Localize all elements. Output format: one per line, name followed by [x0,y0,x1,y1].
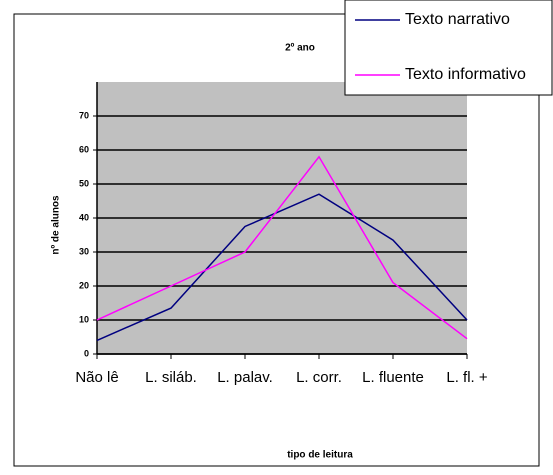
y-tick-label: 70 [79,110,89,120]
y-tick-label: 10 [79,314,89,324]
y-tick-label: 60 [79,144,89,154]
x-tick-label: L. siláb. [145,369,197,386]
x-tick-label: L. fl. + [446,369,488,386]
legend-label: Texto informativo [405,66,526,83]
y-tick-label: 50 [79,178,89,188]
x-axis-label: tipo de leitura [287,450,353,461]
chart-title: 2º ano [285,43,315,54]
y-tick-label: 20 [79,280,89,290]
legend-label: Texto narrativo [405,11,510,28]
y-tick-label: 40 [79,212,89,222]
legend-box [344,0,553,96]
x-tick-label: Não lê [75,369,118,386]
x-tick-label: L. palav. [217,369,273,386]
x-tick-label: L. corr. [296,369,342,386]
y-axis-label: nº de alunos [51,195,62,255]
y-tick-label: 0 [84,348,89,358]
series-line [96,193,468,342]
series-line [96,155,468,340]
y-tick-label: 30 [79,246,89,256]
x-tick-label: L. fluente [362,369,424,386]
